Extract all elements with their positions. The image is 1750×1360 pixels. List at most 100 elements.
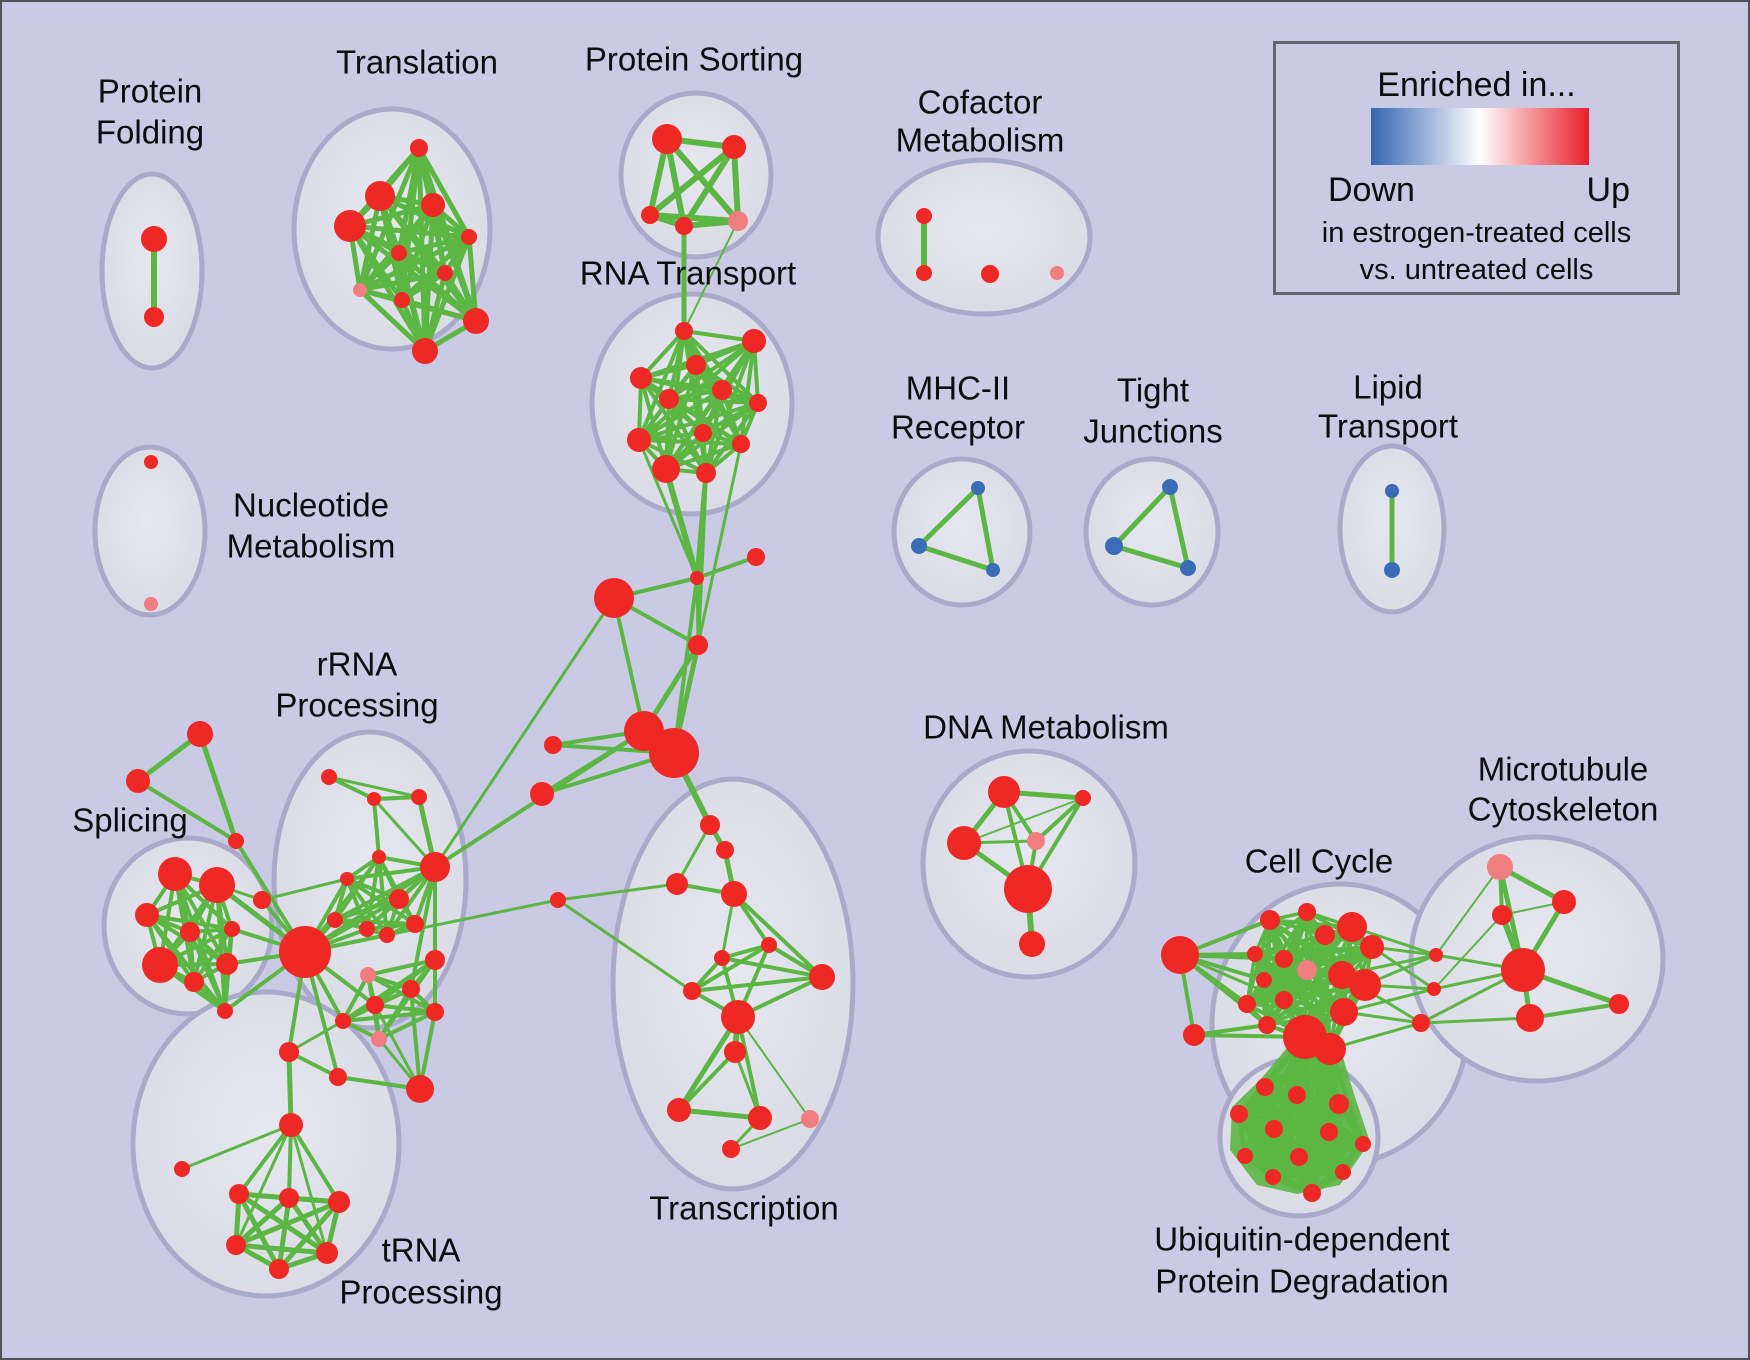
node-rt4 bbox=[630, 367, 652, 389]
node-t7 bbox=[437, 265, 453, 281]
edge-rt2-rt10 bbox=[739, 339, 756, 446]
node-t8 bbox=[353, 283, 367, 297]
edge-s0b-s0c bbox=[136, 779, 238, 843]
node-d1 bbox=[988, 776, 1020, 808]
edge-tx13-tx14 bbox=[730, 1118, 811, 1150]
node-r8 bbox=[327, 912, 343, 928]
cluster-label-tight-junctions-line2: Junctions bbox=[1083, 413, 1222, 450]
edge-r8-r11 bbox=[333, 918, 417, 926]
edge-rt5-rt12 bbox=[704, 388, 724, 475]
node-cc17 bbox=[1314, 1033, 1346, 1065]
node-tx3 bbox=[716, 841, 734, 859]
node-d3 bbox=[947, 826, 981, 860]
cluster-label-trna-processing-line2: Processing bbox=[339, 1274, 502, 1311]
cluster-ellipse-dna-metabolism bbox=[920, 748, 1138, 980]
edge-tx11-tx12 bbox=[676, 1107, 763, 1121]
edge-ps2-ps5 bbox=[731, 144, 741, 224]
node-tn1 bbox=[174, 1161, 190, 1177]
node-tn5 bbox=[226, 1235, 246, 1255]
node-ccb bbox=[1161, 936, 1199, 974]
edge-t4-t5 bbox=[347, 223, 472, 240]
node-t3 bbox=[421, 193, 445, 217]
cluster-label-dna-metabolism-line1: DNA Metabolism bbox=[923, 709, 1169, 746]
node-tj1 bbox=[1162, 479, 1178, 495]
node-tx11 bbox=[667, 1098, 691, 1122]
cluster-label-microtubule-cytoskeleton-line1: Microtubule bbox=[1478, 751, 1649, 788]
node-sp1 bbox=[158, 857, 192, 891]
cluster-label-nucleotide-metabolism-line2: Metabolism bbox=[227, 528, 396, 565]
edge-cc2-cc6 bbox=[1253, 910, 1309, 956]
edge-tj1-tj3 bbox=[1167, 484, 1191, 571]
legend-title: Enriched in... bbox=[1377, 66, 1576, 104]
edge-tn3-tn6 bbox=[286, 1195, 330, 1256]
edge-r1-r3 bbox=[327, 775, 421, 799]
edge-mtj2-mt3 bbox=[1433, 914, 1503, 990]
edge-rt7-rt9 bbox=[637, 401, 760, 442]
node-tn7 bbox=[269, 1259, 289, 1279]
edge-m1-m2 bbox=[916, 485, 981, 549]
node-sp2 bbox=[199, 867, 235, 903]
cluster-labels: Protein Folding Translation Protein Sorting… bbox=[72, 41, 1658, 1311]
node-r7 bbox=[389, 889, 409, 909]
node-cc15 bbox=[1258, 1016, 1276, 1034]
cluster-ellipse-nucleotide-metabolism bbox=[92, 444, 208, 618]
node-cc5 bbox=[1360, 935, 1384, 959]
edge-tn0-tn2 bbox=[237, 1123, 293, 1196]
edge-j3-r6 bbox=[433, 596, 616, 869]
node-m3 bbox=[986, 563, 1000, 577]
node-tn0 bbox=[279, 1113, 303, 1137]
edge-t7-t8 bbox=[357, 270, 448, 293]
edge-r17-r20 bbox=[377, 1010, 437, 1041]
edge-tx9-tx13 bbox=[737, 1016, 811, 1120]
node-tn3 bbox=[279, 1188, 299, 1208]
node-ps3 bbox=[641, 206, 659, 224]
cluster-label-ubiquitin-dependent-protein-degradation-line2: Protein Degradation bbox=[1155, 1263, 1449, 1300]
node-t2 bbox=[365, 181, 395, 211]
edge-cc11-cc14 bbox=[1262, 978, 1346, 1014]
edge-rt4-rt12 bbox=[639, 376, 708, 475]
cluster-label-transcription-line1: Transcription bbox=[649, 1190, 839, 1227]
node-pf1 bbox=[141, 226, 167, 252]
node-mtj2 bbox=[1427, 982, 1441, 996]
node-nm1 bbox=[144, 455, 158, 469]
node-mt3 bbox=[1492, 905, 1512, 925]
cluster-label-protein-folding-line2: Folding bbox=[96, 114, 204, 151]
node-ub8 bbox=[1265, 1169, 1281, 1185]
node-r15 bbox=[402, 980, 420, 998]
node-rt6 bbox=[659, 389, 679, 409]
node-sp5 bbox=[224, 921, 240, 937]
node-r17 bbox=[426, 1003, 444, 1021]
edge-rt9-rt12 bbox=[637, 438, 708, 475]
node-cc14 bbox=[1330, 998, 1358, 1026]
edge-tx7-tx8 bbox=[690, 975, 824, 993]
node-r13 bbox=[335, 1013, 351, 1029]
edge-d2-d3 bbox=[963, 797, 1084, 844]
cluster-label-microtubule-cytoskeleton-line2: Cytoskeleton bbox=[1468, 791, 1659, 828]
node-ps1 bbox=[652, 124, 682, 154]
edge-tx4-tx8 bbox=[732, 892, 824, 979]
node-tx6 bbox=[761, 937, 777, 953]
node-ub5 bbox=[1237, 1148, 1253, 1164]
edge-tn4-tn5 bbox=[233, 1199, 342, 1248]
node-mtj3 bbox=[1412, 1014, 1430, 1032]
legend-subtitle-line2: vs. untreated cells bbox=[1359, 254, 1594, 286]
node-sp6 bbox=[142, 947, 178, 983]
node-cc18 bbox=[1256, 1078, 1274, 1096]
edge-r22-r14 bbox=[373, 1003, 422, 1091]
node-lt1 bbox=[1385, 484, 1399, 498]
edge-k3-tx7 bbox=[556, 898, 694, 993]
edge-cc4-cc6 bbox=[1253, 933, 1327, 956]
node-rt11 bbox=[652, 455, 680, 483]
node-cc3 bbox=[1337, 912, 1367, 942]
edge-tn4-tn7 bbox=[276, 1199, 342, 1272]
edge-ps5-rt1 bbox=[683, 220, 739, 332]
edge-t4-t11 bbox=[347, 223, 428, 354]
edge-t1-t5 bbox=[416, 145, 472, 240]
node-mt1 bbox=[1487, 854, 1513, 880]
node-tx8 bbox=[809, 964, 835, 990]
edge-ub3-ub5 bbox=[1242, 1129, 1332, 1159]
legend-subtitle-line1: in estrogen-treated cells bbox=[1321, 217, 1632, 249]
node-hubB bbox=[649, 728, 699, 778]
node-sp9 bbox=[217, 1003, 233, 1019]
